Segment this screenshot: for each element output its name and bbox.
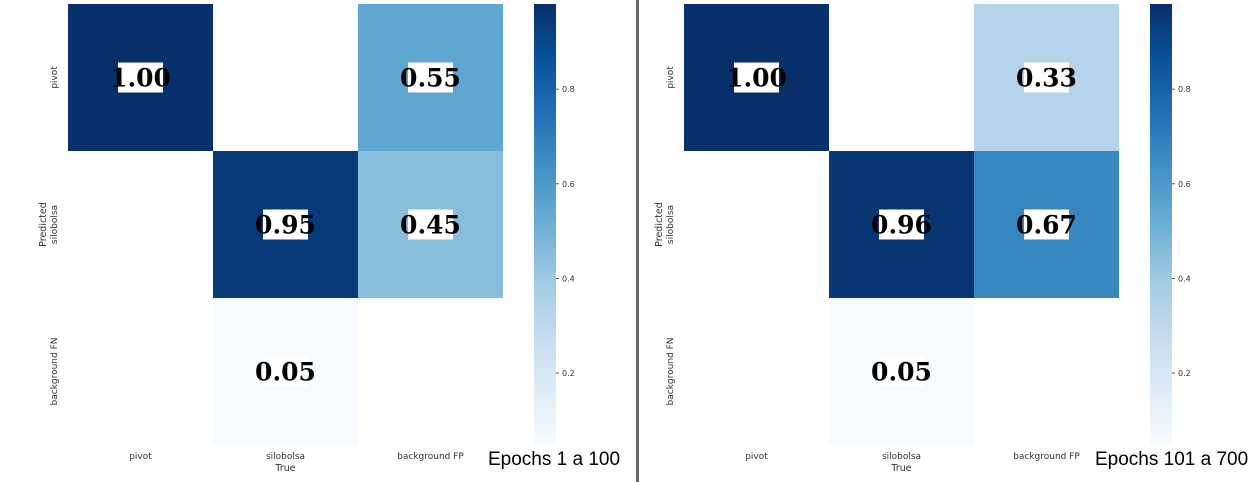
cell-value-label: 0.67 (1016, 211, 1077, 240)
colorbar (534, 4, 556, 444)
y-tick-pivot: pivot (666, 66, 676, 89)
cell-label-background (734, 62, 779, 93)
x-axis-title: True (274, 463, 295, 474)
confusion-matrix-chart-right: 1.00 0.33 0.96 0.67 0.05 pivot silobolsa backgr… (654, 4, 1191, 474)
cell-label-background (408, 62, 453, 93)
cell-value-label: 0.05 (871, 358, 932, 387)
cell-label-background (118, 62, 163, 93)
confusion-matrix-panel-right: 1.00 0.33 0.96 0.67 0.05 pivot silobolsa backgr… (639, 0, 1249, 482)
x-tick-silobolsa: silobolsa (266, 452, 305, 462)
colorbar (1150, 4, 1172, 444)
cell-label-background (879, 209, 924, 240)
cell-label-background (1024, 62, 1069, 93)
cell-value-label: 1.00 (110, 64, 171, 93)
colorbar-tick-0-8: 0.8 (562, 85, 575, 94)
cell-value-label: 0.96 (871, 211, 932, 240)
epochs-caption-left: Epochs 1 a 100 (488, 449, 621, 470)
y-axis-title: Predicted (38, 202, 49, 247)
y-tick-background-fn: background FN (666, 337, 676, 405)
colorbar-tick-0-2: 0.2 (562, 369, 575, 378)
cell-value-label: 0.33 (1016, 64, 1077, 93)
x-tick-silobolsa: silobolsa (882, 452, 921, 462)
confusion-matrix-panel-left: 1.00 0.55 0.95 0.45 0.05 pivot silobolsa backgr… (38, 4, 621, 474)
x-tick-pivot: pivot (129, 452, 152, 462)
x-tick-background-fp: background FP (397, 452, 464, 462)
cell-value-label: 1.00 (726, 64, 787, 93)
epochs-caption-right: Epochs 101 a 700 (1095, 449, 1249, 470)
x-axis-title: True (890, 463, 911, 474)
x-tick-background-fp: background FP (1013, 452, 1080, 462)
y-tick-silobolsa: silobolsa (666, 205, 676, 244)
y-axis-title: Predicted (654, 202, 665, 247)
confusion-matrix-chart-left: 1.00 0.55 0.95 0.45 0.05 pivot silobolsa backgr… (38, 4, 575, 474)
cell-value-label: 0.45 (400, 211, 461, 240)
cell-label-background (263, 356, 308, 387)
colorbar-tick-0-6: 0.6 (1178, 180, 1191, 189)
x-tick-pivot: pivot (745, 452, 768, 462)
colorbar-tick-0-4: 0.4 (1178, 274, 1191, 283)
cell-label-background (263, 209, 308, 240)
colorbar-tick-0-8: 0.8 (1178, 85, 1191, 94)
colorbar-tick-0-6: 0.6 (562, 180, 575, 189)
cell-label-background (408, 209, 453, 240)
cell-label-background (1024, 209, 1069, 240)
y-tick-background-fn: background FN (50, 337, 60, 405)
panel-divider (636, 0, 639, 482)
colorbar-tick-0-2: 0.2 (1178, 369, 1191, 378)
cell-value-label: 0.05 (255, 358, 316, 387)
y-tick-pivot: pivot (50, 66, 60, 89)
cell-value-label: 0.95 (255, 211, 316, 240)
colorbar-tick-0-4: 0.4 (562, 274, 575, 283)
cell-label-background (879, 356, 924, 387)
y-tick-silobolsa: silobolsa (50, 205, 60, 244)
cell-value-label: 0.55 (400, 64, 461, 93)
